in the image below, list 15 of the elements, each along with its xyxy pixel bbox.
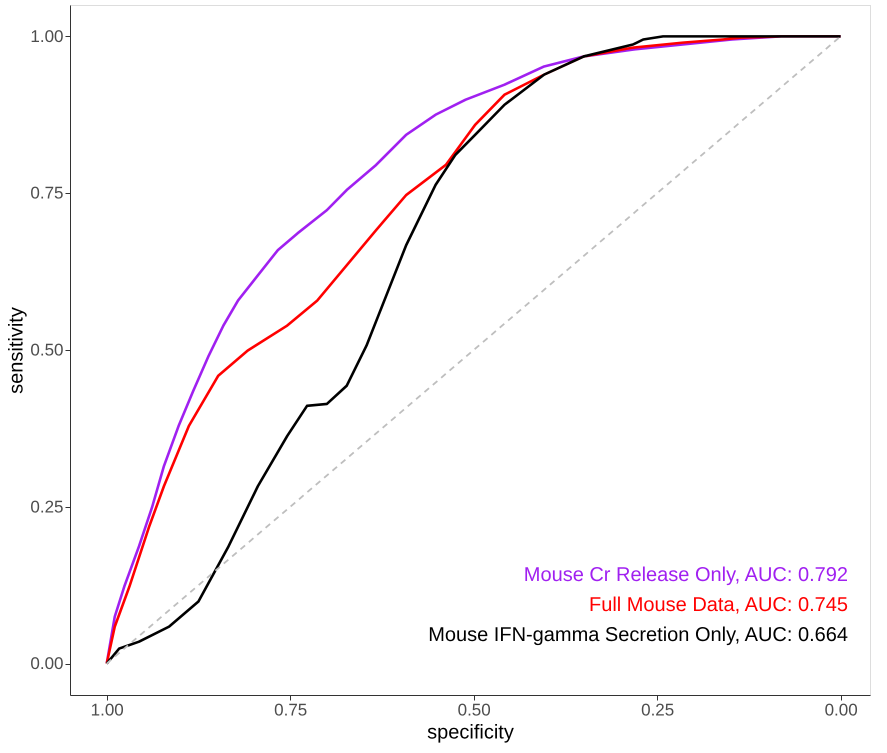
text: Full Mouse Data, AUC: 0.745 bbox=[588, 594, 848, 616]
y-tick-label: 0.50 bbox=[30, 340, 64, 360]
y-tick-label: 0.00 bbox=[30, 654, 64, 674]
x-tick-label: 0.00 bbox=[824, 700, 858, 720]
x-axis-title: specificity bbox=[427, 722, 514, 744]
x-tick-label: 0.25 bbox=[641, 700, 674, 720]
y-tick-label: 0.25 bbox=[30, 497, 64, 516]
text: Mouse Cr Release Only, AUC: 0.792 bbox=[524, 564, 848, 586]
x-tick-label: 0.50 bbox=[458, 700, 491, 720]
y-axis-title: sensitivity bbox=[5, 307, 28, 394]
y-tick-label: 1.00 bbox=[30, 26, 64, 46]
y-tick-label: 0.75 bbox=[30, 184, 64, 203]
x-tick-label: 1.00 bbox=[90, 700, 124, 720]
text: Mouse IFN-gamma Secretion Only, AUC: 0.664 bbox=[428, 624, 848, 646]
x-tick-label: 0.75 bbox=[274, 700, 308, 720]
